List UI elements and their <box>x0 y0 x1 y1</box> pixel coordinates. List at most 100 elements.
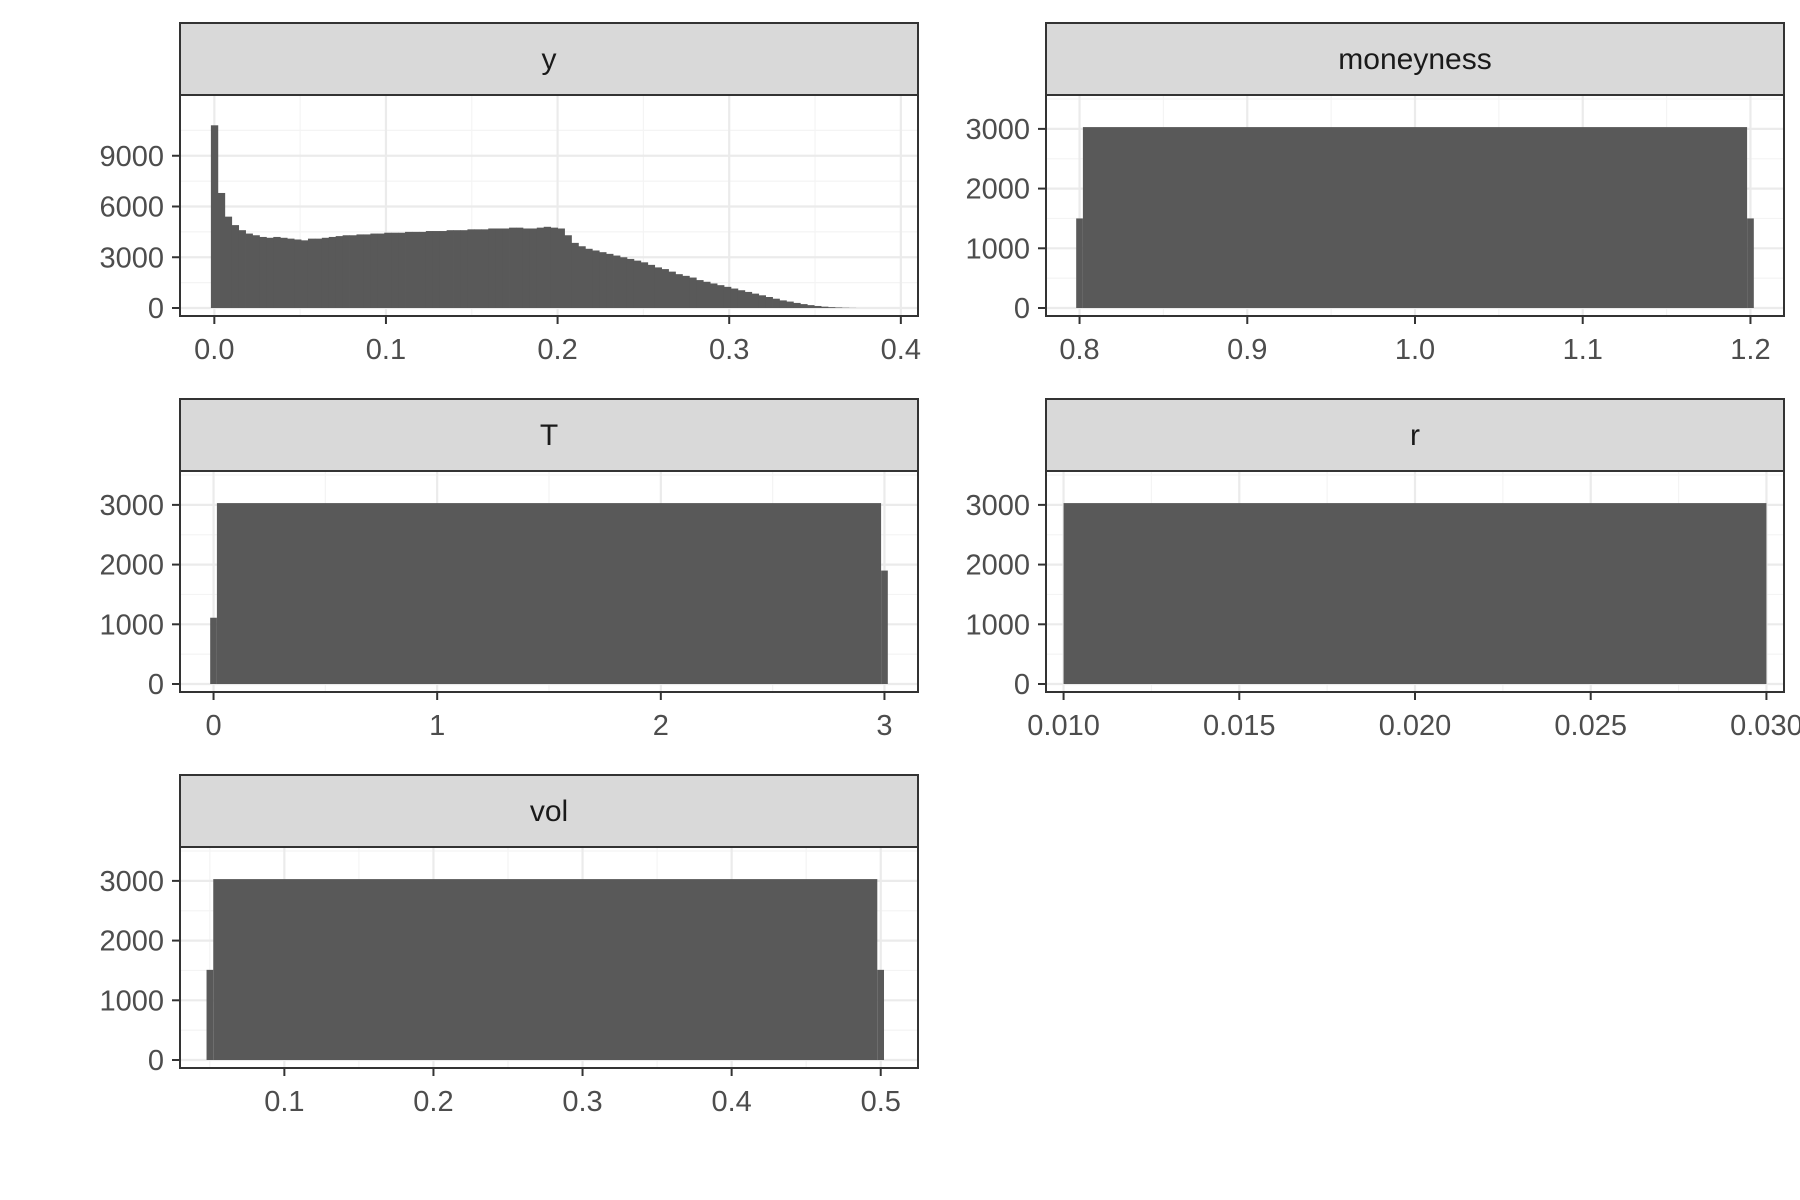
histogram-bar <box>398 232 406 308</box>
histogram-bar <box>460 230 468 308</box>
facet-strip <box>1045 22 1785 96</box>
y-tick-label: 0 <box>148 293 164 325</box>
histogram-bar <box>730 288 739 308</box>
facet-panel-T: T 0 1 2 3 0 1000 2000 3000 <box>99 398 919 742</box>
histogram-bar <box>592 250 600 308</box>
x-tick-label: 1.0 <box>1395 334 1435 366</box>
histogram-bar <box>377 233 385 308</box>
facet-strip <box>179 22 919 96</box>
histogram-bar <box>522 228 531 308</box>
x-tick-label: 0.4 <box>881 334 921 366</box>
facet-strip-label: vol <box>530 795 568 828</box>
histogram-bar <box>779 300 787 308</box>
histogram-bars <box>206 879 885 1060</box>
histogram-bars <box>210 503 888 684</box>
histogram-bar <box>751 293 760 308</box>
x-tick-label: 0.010 <box>1027 710 1100 742</box>
y-tick-label: 3000 <box>965 114 1030 146</box>
histogram-bar <box>654 267 662 308</box>
facet-panel-moneyness: moneyness 0.8 0.9 1.0 1.1 1.2 0 1000 2000 3000 <box>965 22 1785 366</box>
facet-panel-r: r 0.010 0.015 0.020 0.025 0.030 0 1000 2000 3000 <box>965 398 1800 742</box>
histogram-bar <box>502 228 510 308</box>
x-tick-label: 0.4 <box>711 1086 751 1118</box>
facet-strip-label: y <box>542 43 557 76</box>
y-tick-label: 1000 <box>965 233 1030 265</box>
x-tick-label: 1.2 <box>1730 334 1770 366</box>
histogram-bar <box>474 229 482 308</box>
histogram-bar <box>266 237 274 308</box>
x-tick-label: 0 <box>205 710 221 742</box>
histogram-bar <box>206 969 214 1060</box>
x-tick-label: 3 <box>876 710 892 742</box>
x-tick-label: 0.2 <box>537 334 577 366</box>
histogram-bars <box>1063 503 1767 684</box>
facet-strip <box>179 774 919 848</box>
histogram-bar <box>495 228 503 308</box>
histogram-bar <box>599 252 607 308</box>
y-tick-label: 2000 <box>965 550 1030 582</box>
histogram-bar <box>391 232 399 308</box>
histogram-bar <box>626 258 635 308</box>
histogram-bars <box>210 125 857 308</box>
histogram-bar <box>439 231 448 308</box>
histogram-bar <box>668 271 676 308</box>
histogram-bar <box>717 285 725 308</box>
histogram-bar <box>356 234 364 308</box>
facet-strip <box>179 398 919 472</box>
x-tick-label: 0.8 <box>1059 334 1099 366</box>
histogram-bar <box>881 570 888 684</box>
histogram-bar <box>550 227 558 308</box>
histogram-bar <box>1082 127 1748 308</box>
y-tick-label: 0 <box>1014 669 1030 701</box>
x-tick-label: 0.015 <box>1203 710 1276 742</box>
x-tick-label: 0.1 <box>264 1086 304 1118</box>
x-tick-label: 0.3 <box>562 1086 602 1118</box>
histogram-bar <box>543 226 552 308</box>
facet-strip <box>1045 398 1785 472</box>
histogram-bar <box>619 257 628 308</box>
y-tick-label: 0 <box>148 669 164 701</box>
y-tick-label: 3000 <box>965 490 1030 522</box>
histogram-bar <box>689 277 697 308</box>
histogram-bar <box>481 229 489 308</box>
histogram-bar <box>425 231 434 308</box>
x-tick-label: 0.1 <box>366 334 406 366</box>
histogram-bar <box>509 227 517 308</box>
histogram-bar <box>772 298 780 308</box>
histogram-bar <box>363 234 371 308</box>
histogram-bar <box>217 192 226 308</box>
histogram-bar <box>301 240 309 308</box>
x-tick-label: 0.030 <box>1730 710 1800 742</box>
y-tick-label: 1000 <box>99 985 164 1017</box>
histogram-bar <box>1063 503 1767 684</box>
histogram-bar <box>252 235 260 308</box>
histogram-bar <box>231 225 240 308</box>
histogram-bar <box>536 227 545 308</box>
histogram-bar <box>307 238 316 308</box>
histogram-bar <box>432 231 441 308</box>
histogram-bar <box>675 274 683 308</box>
histogram-bar <box>328 236 337 308</box>
histogram-bar <box>682 275 690 308</box>
histogram-bar <box>564 235 572 308</box>
histogram-bar <box>384 232 392 308</box>
histogram-bar <box>723 286 732 308</box>
histogram-bar <box>213 879 878 1060</box>
histogram-bar <box>606 253 614 308</box>
histogram-bar <box>758 295 766 308</box>
histogram-bar <box>321 237 330 308</box>
histogram-bar <box>453 230 461 308</box>
facet-strip-label: r <box>1410 419 1420 452</box>
histogram-bar <box>710 283 718 308</box>
histogram-bar <box>287 238 295 308</box>
facet-strip-label: moneyness <box>1338 43 1491 76</box>
x-tick-label: 0.025 <box>1554 710 1627 742</box>
histogram-bar <box>238 230 246 308</box>
histogram-bar <box>418 231 427 308</box>
x-tick-label: 0.0 <box>194 334 234 366</box>
x-tick-label: 1 <box>429 710 445 742</box>
x-tick-label: 0.5 <box>861 1086 901 1118</box>
histogram-bar <box>814 305 822 308</box>
histogram-bar <box>557 228 565 308</box>
x-tick-label: 0.020 <box>1379 710 1452 742</box>
